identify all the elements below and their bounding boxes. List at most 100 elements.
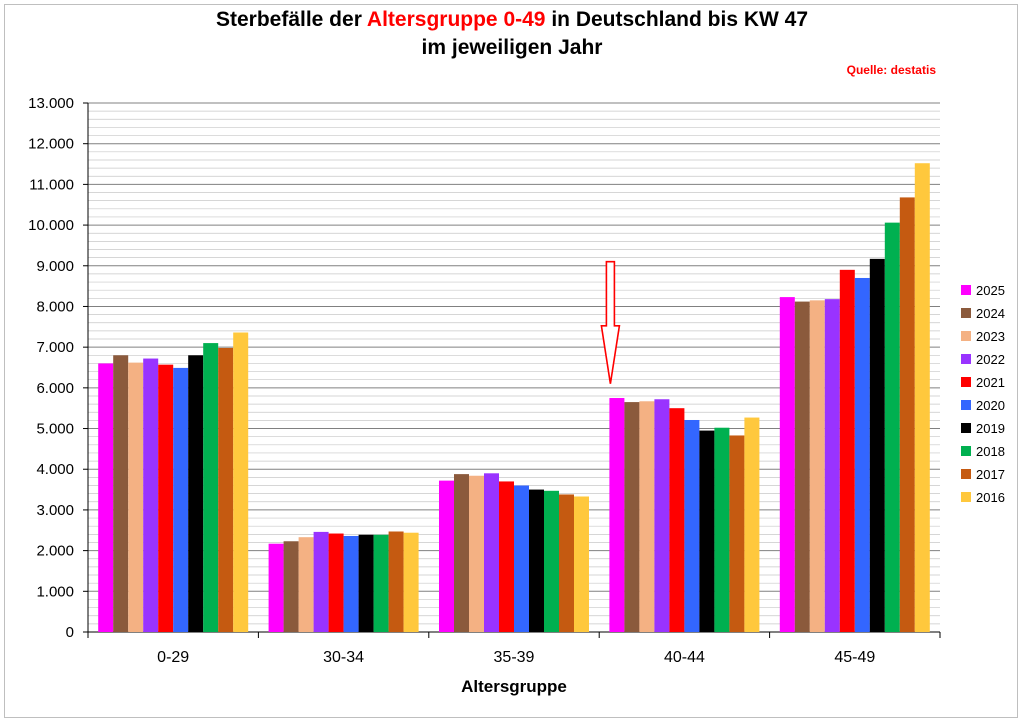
bar [744,417,760,632]
y-tick-label: 9.000 [36,258,74,275]
bar [128,362,144,632]
bar [884,222,900,633]
bar [188,355,204,632]
bar [113,355,129,632]
x-tick-label: 0-29 [157,649,189,666]
bar [899,197,915,632]
y-tick-label: 7.000 [36,339,74,356]
legend-swatch [961,285,971,295]
y-tick-label: 2.000 [36,543,74,560]
legend-swatch [961,423,971,433]
bar [439,480,454,632]
bar [158,364,174,632]
y-tick-label: 8.000 [36,298,74,315]
source-label: Quelle: destatis [846,63,936,77]
x-tick-label: 35-39 [494,649,535,666]
legend-label: 2016 [976,490,1005,505]
y-tick-label: 6.000 [36,380,74,397]
legend-label: 2017 [976,467,1005,482]
legend-swatch [961,331,971,341]
y-tick-label: 10.000 [28,217,74,234]
bar [714,427,730,632]
y-tick-label: 0 [66,624,74,641]
bar [824,299,840,632]
bar [328,533,344,632]
chart-title: Sterbefälle der Altersgruppe 0-49 in Deu… [0,6,1024,62]
bar [854,277,870,632]
bar [684,419,700,632]
bar [283,541,299,632]
bar [809,300,825,632]
legend-label: 2022 [976,352,1005,367]
legend-label: 2021 [976,375,1005,390]
bar [654,399,670,632]
title-highlight: Altersgruppe 0-49 [366,8,546,31]
bar [529,489,544,632]
legend-label: 2019 [976,421,1005,436]
chart-frame [4,4,1018,718]
legend-label: 2023 [976,329,1005,344]
bar [454,474,469,632]
x-tick-label: 30-34 [323,649,364,666]
bar [544,490,559,632]
bar [869,258,885,632]
y-tick-label: 4.000 [36,461,74,478]
bar [373,534,389,632]
bar [98,363,114,632]
y-tick-label: 1.000 [36,583,74,600]
bar [403,532,419,632]
bar [358,534,374,632]
title-part-2: in Deutschland bis KW 47 [545,8,809,31]
bar [484,473,499,632]
bar [639,401,655,632]
y-tick-label: 13.000 [28,95,74,112]
bar [699,430,715,632]
legend-swatch [961,469,971,479]
legend-label: 2024 [976,306,1005,321]
bar [268,543,284,632]
x-tick-label: 45-49 [834,649,875,666]
legend-label: 2018 [976,444,1005,459]
bar [839,269,855,632]
bar [143,358,159,632]
title-line-1: Sterbefälle der Altersgruppe 0-49 in Deu… [0,6,1024,34]
bar [559,494,574,632]
title-part-1: Sterbefälle der [215,8,367,31]
annotation-arrow-icon [600,260,621,384]
legend-swatch [961,308,971,318]
bar [669,408,685,632]
legend-swatch [961,377,971,387]
y-tick-label: 12.000 [28,136,74,153]
bar [729,435,745,632]
legend-swatch [961,492,971,502]
bar [609,398,625,632]
bar [574,496,589,632]
y-tick-label: 3.000 [36,502,74,519]
bar [514,485,529,632]
bar [173,367,189,632]
bar [218,347,234,632]
bar [233,332,249,632]
bar [388,531,404,632]
bar [313,531,329,632]
bar [343,535,359,632]
legend-label: 2020 [976,398,1005,413]
legend-swatch [961,354,971,364]
x-tick-label: 40-44 [664,649,705,666]
y-tick-label: 11.000 [29,176,74,193]
bar [298,537,314,632]
legend-swatch [961,400,971,410]
legend-swatch [961,446,971,456]
bar [499,481,514,632]
bar [624,402,640,632]
legend-label: 2025 [976,283,1005,298]
bar [779,297,795,632]
title-line-2: im jeweiligen Jahr [421,36,603,59]
bar [914,163,930,632]
bar [203,343,219,632]
y-tick-label: 5.000 [36,421,74,438]
x-axis-label: Altersgruppe [461,677,567,696]
bar [794,301,810,632]
bar [469,475,484,632]
